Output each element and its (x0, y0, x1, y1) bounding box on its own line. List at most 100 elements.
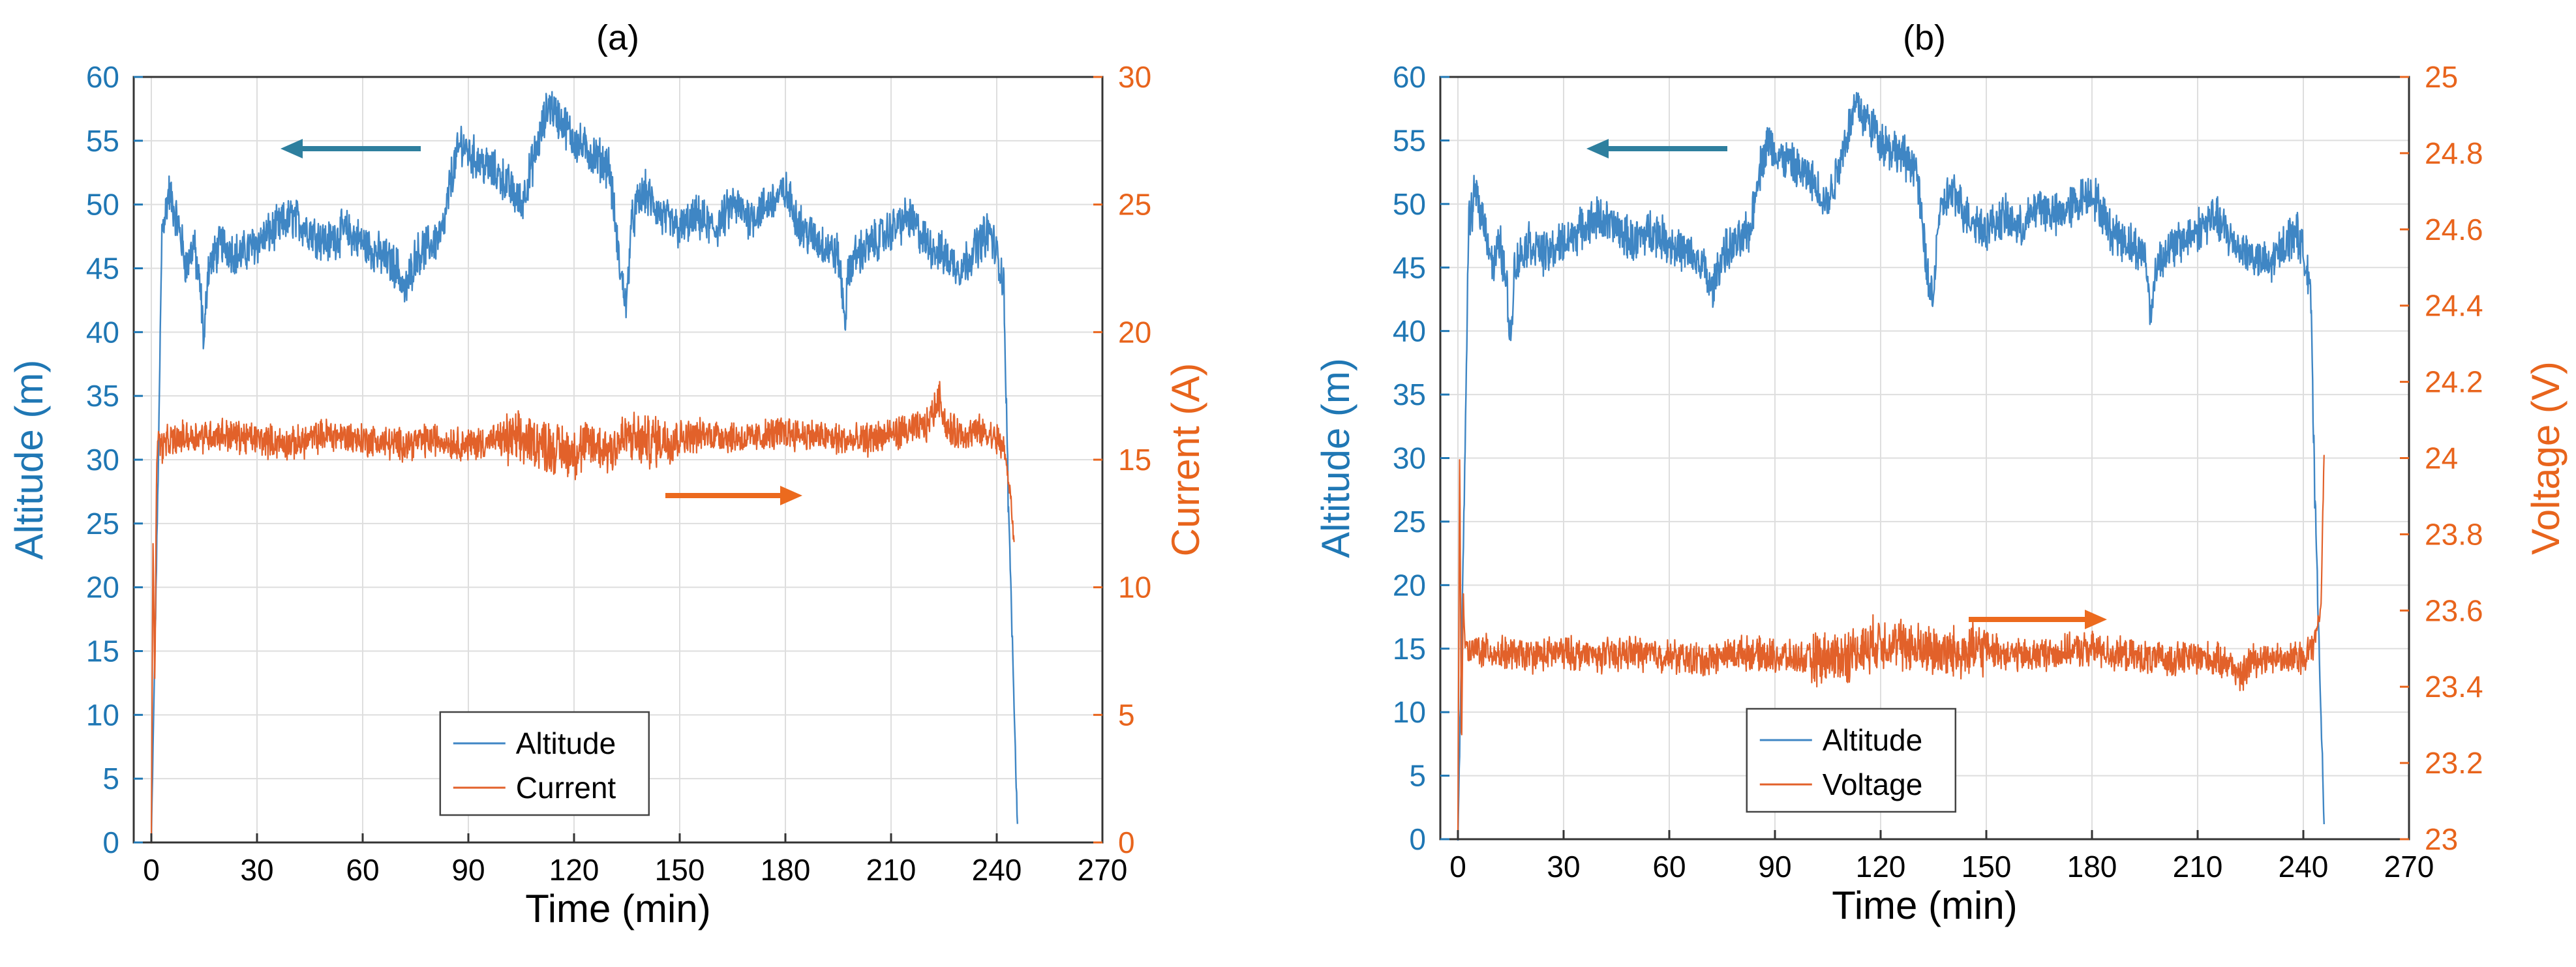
left-tick-label-11: 55 (86, 124, 119, 158)
x-tick-label-3: 90 (451, 853, 485, 887)
panel-b-x-ticks: 0 30 60 90 120 150 180 210 240 270 (1449, 830, 2434, 884)
left-tick-label-3: 15 (86, 634, 119, 668)
x-tick-label-6: 180 (761, 853, 811, 887)
right-tick-label-6: 24.2 (2425, 365, 2483, 399)
panel-a-arrows (280, 139, 802, 505)
panel-a-left-ticks: 0 5 10 15 20 25 30 35 40 45 50 55 60 (86, 60, 143, 859)
left-tick-label-2: 10 (1393, 695, 1426, 729)
left-tick-label-8: 40 (1393, 314, 1426, 348)
series-altitude-line (150, 91, 1018, 842)
x-tick-label-1: 30 (240, 853, 273, 887)
x-tick-label-4: 120 (1856, 850, 1906, 884)
panel-a-legend-box (439, 711, 650, 816)
right-tick-label-0: 23 (2425, 822, 2458, 856)
left-tick-label-0: 0 (102, 826, 119, 859)
left-tick-label-11: 55 (1393, 123, 1426, 157)
left-tick-label-7: 35 (1393, 378, 1426, 411)
panel-b-left-axis-label: Altitude (m) (1314, 358, 1357, 558)
left-tick-label-10: 50 (86, 188, 119, 222)
panel-a-title: (a) (596, 18, 639, 57)
panel-a-legend-current: Current (516, 771, 616, 805)
left-tick-label-4: 20 (86, 571, 119, 604)
right-tick-label-2: 23.4 (2425, 670, 2483, 704)
x-tick-label-2: 60 (1652, 850, 1686, 884)
panel-b-right-ticks: 23 23.2 23.4 23.6 23.8 24 24.2 24.4 24.6 24.8 25 (2400, 60, 2483, 856)
right-tick-label-4: 20 (1118, 315, 1151, 349)
x-tick-label-0: 0 (143, 853, 160, 887)
panel-a-series (150, 91, 1018, 844)
right-tick-label-1: 23.2 (2425, 746, 2483, 780)
panel-a-right-ticks: 0 5 10 15 20 25 30 (1093, 60, 1151, 859)
panel-a: (a) 0 30 60 90 120 150 180 210 240 270 0510152025… (7, 18, 1207, 930)
x-tick-label-5: 150 (1962, 850, 2012, 884)
panel-a-x-axis-label: Time (min) (525, 887, 710, 930)
right-tick-label-3: 15 (1118, 443, 1151, 477)
x-tick-label-6: 180 (2067, 850, 2117, 884)
left-tick-label-1: 5 (102, 762, 119, 796)
panel-b-x-axis-label: Time (min) (1832, 884, 2017, 927)
right-tick-label-4: 23.8 (2425, 517, 2483, 551)
right-axis-arrow-head (2085, 610, 2107, 629)
right-axis-arrow-head (780, 486, 802, 505)
x-tick-label-2: 60 (346, 853, 379, 887)
series-altitude-line (1457, 91, 2325, 841)
left-tick-label-7: 35 (86, 379, 119, 413)
left-tick-label-3: 15 (1393, 632, 1426, 666)
panel-a-legend-altitude: Altitude (516, 726, 616, 760)
right-tick-label-7: 24.4 (2425, 289, 2483, 323)
left-tick-label-1: 5 (1409, 759, 1426, 793)
left-tick-label-5: 25 (86, 507, 119, 541)
panel-b-legend-voltage: Voltage (1823, 767, 1922, 801)
panel-b-legend-box (1746, 707, 1957, 813)
panel-b-legend: Altitude Voltage (1746, 707, 1957, 813)
left-tick-label-6: 30 (1393, 441, 1426, 475)
right-tick-label-0: 0 (1118, 826, 1135, 859)
panel-a-legend: Altitude Current (439, 711, 650, 816)
left-axis-arrow-head (280, 139, 303, 158)
x-tick-label-7: 210 (2173, 850, 2223, 884)
right-tick-label-8: 24.6 (2425, 213, 2483, 246)
left-axis-arrow-head (1586, 139, 1609, 158)
panel-b: (b) 0 30 60 90 120 150 180 210 240 270 0 5 10 15 20 25… (1314, 18, 2568, 927)
x-tick-label-7: 210 (866, 853, 917, 887)
x-tick-label-4: 120 (549, 853, 599, 887)
right-tick-label-1: 5 (1118, 698, 1135, 732)
panel-a-right-axis-label: Current (A) (1164, 363, 1207, 557)
left-tick-label-4: 20 (1393, 568, 1426, 602)
panel-b-title: (b) (1903, 18, 1946, 57)
x-tick-label-5: 150 (655, 853, 705, 887)
right-tick-label-9: 24.8 (2425, 136, 2483, 170)
x-tick-label-1: 30 (1547, 850, 1580, 884)
right-tick-label-5: 25 (1118, 188, 1151, 222)
x-tick-label-3: 90 (1758, 850, 1791, 884)
panel-b-series (1457, 91, 2325, 841)
right-tick-label-6: 30 (1118, 60, 1151, 94)
series-current-line (150, 381, 1015, 844)
left-tick-label-12: 60 (86, 60, 119, 94)
right-tick-label-5: 24 (2425, 441, 2458, 475)
x-tick-label-8: 240 (2279, 850, 2329, 884)
right-tick-label-2: 10 (1118, 571, 1151, 604)
left-tick-label-5: 25 (1393, 505, 1426, 539)
x-tick-label-9: 270 (2384, 850, 2434, 884)
panel-b-legend-altitude: Altitude (1823, 723, 1922, 757)
left-tick-label-6: 30 (86, 443, 119, 477)
left-tick-label-10: 50 (1393, 187, 1426, 221)
panel-b-arrows (1586, 139, 2107, 629)
x-tick-label-0: 0 (1449, 850, 1466, 884)
panel-b-left-ticks: 0 5 10 15 20 25 30 35 40 45 50 55 60 (1393, 60, 1449, 856)
panel-a-x-ticks: 0 30 60 90 120 150 180 210 240 270 (143, 833, 1127, 887)
left-tick-label-0: 0 (1409, 822, 1426, 856)
left-tick-label-9: 45 (86, 252, 119, 286)
panel-a-left-axis-label: Altitude (m) (7, 360, 51, 560)
right-tick-label-3: 23.6 (2425, 593, 2483, 627)
x-tick-label-8: 240 (972, 853, 1022, 887)
panel-b-right-axis-label: Voltage (V) (2524, 361, 2568, 555)
right-tick-label-10: 25 (2425, 60, 2458, 94)
left-tick-label-12: 60 (1393, 60, 1426, 94)
left-tick-label-8: 40 (86, 315, 119, 349)
left-tick-label-9: 45 (1393, 250, 1426, 284)
x-tick-label-9: 270 (1078, 853, 1128, 887)
left-tick-label-2: 10 (86, 698, 119, 732)
